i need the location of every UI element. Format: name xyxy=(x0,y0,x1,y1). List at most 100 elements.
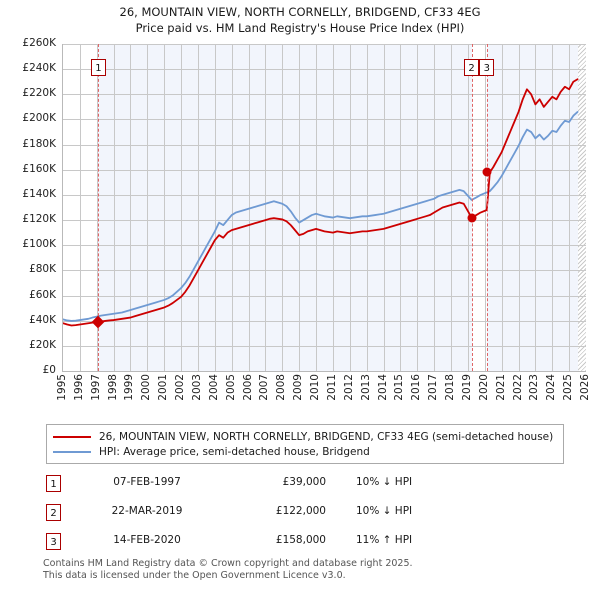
legend-label: 26, MOUNTAIN VIEW, NORTH CORNELLY, BRIDG… xyxy=(99,430,554,443)
gridline-horizontal xyxy=(63,169,586,171)
gridline-vertical xyxy=(332,44,334,371)
x-axis-tick-label: 2018 xyxy=(444,374,457,401)
x-axis-tick-label: 2011 xyxy=(325,374,338,401)
event-vertical-line xyxy=(486,44,488,371)
y-axis-tick-label: £140K xyxy=(22,187,56,200)
x-axis-tick-label: 2001 xyxy=(157,374,170,401)
x-axis-tick-label: 2026 xyxy=(579,374,591,401)
sale-hpi-delta: 10% ↓ HPI xyxy=(356,505,413,517)
gridline-vertical xyxy=(467,44,469,371)
x-axis-tick-label: 2009 xyxy=(292,374,305,401)
gridline-vertical xyxy=(181,44,183,371)
y-axis-tick-label: £20K xyxy=(29,338,56,351)
gridline-vertical xyxy=(569,44,571,371)
y-axis-tick-label: £100K xyxy=(22,238,56,251)
event-marker-badge[interactable]: 2 xyxy=(464,59,480,76)
sale-hpi-delta: 11% ↑ HPI xyxy=(356,534,413,546)
gridline-horizontal xyxy=(63,245,586,247)
sale-index-badge[interactable]: 2 xyxy=(46,504,61,521)
sale-data-point[interactable] xyxy=(482,167,492,177)
x-axis-tick-label: 2005 xyxy=(224,374,237,401)
y-axis-tick-label: £40K xyxy=(29,313,56,326)
gridline-vertical xyxy=(316,44,318,371)
y-axis-tick-label: £260K xyxy=(22,37,56,49)
sales-history-table: 1 07-FEB-1997 £39,000 10% ↓ HPI 2 22-MAR-2019… xyxy=(46,472,466,559)
gridline-horizontal xyxy=(63,144,586,146)
x-axis-tick-label: 2022 xyxy=(511,374,524,401)
attribution-footer: Contains HM Land Registry data © Crown c… xyxy=(43,558,583,581)
x-axis-tick-label: 2017 xyxy=(427,374,440,401)
gridline-horizontal xyxy=(63,44,586,45)
gridline-vertical xyxy=(349,44,351,371)
x-axis-tick-label: 2015 xyxy=(393,374,406,401)
x-axis-tick-label: 2012 xyxy=(342,374,355,401)
y-axis-tick-label: £120K xyxy=(22,213,56,226)
x-axis-tick-label: 2021 xyxy=(494,374,507,401)
sale-date: 14-FEB-2020 xyxy=(113,534,181,546)
gridline-horizontal xyxy=(63,194,586,196)
table-row[interactable]: 1 07-FEB-1997 £39,000 10% ↓ HPI xyxy=(46,472,466,501)
gridline-horizontal xyxy=(63,295,586,297)
gridline-horizontal xyxy=(63,94,586,96)
sale-date: 22-MAR-2019 xyxy=(111,505,183,517)
legend-color-swatch xyxy=(53,435,91,438)
gridline-vertical xyxy=(434,44,436,371)
event-vertical-line xyxy=(98,44,100,371)
plot-tint-gap xyxy=(471,44,487,371)
sale-price: £39,000 xyxy=(282,476,326,488)
x-axis-tick-label: 2007 xyxy=(258,374,271,401)
gridline-vertical xyxy=(366,44,368,371)
x-axis-tick-label: 2008 xyxy=(275,374,288,401)
legend-item: HPI: Average price, semi-detached house,… xyxy=(53,444,557,459)
y-axis-tick-label: £0 xyxy=(42,364,56,376)
table-row[interactable]: 3 14-FEB-2020 £158,000 11% ↑ HPI xyxy=(46,530,466,559)
title-line-1: 26, MOUNTAIN VIEW, NORTH CORNELLY, BRIDG… xyxy=(119,5,481,19)
sale-data-point[interactable] xyxy=(467,213,477,223)
x-axis-tick-label: 2023 xyxy=(528,374,541,401)
sale-index-badge[interactable]: 1 xyxy=(46,475,61,492)
sale-price: £122,000 xyxy=(275,505,326,517)
gridline-vertical xyxy=(231,44,233,371)
gridline-horizontal xyxy=(63,220,586,222)
gridline-vertical xyxy=(113,44,115,371)
plot-tint-region xyxy=(98,44,578,371)
forecast-hatch-region xyxy=(577,44,586,371)
gridline-horizontal xyxy=(63,345,586,347)
gridline-vertical xyxy=(552,44,554,371)
legend-color-swatch xyxy=(53,450,91,453)
event-marker-badge[interactable]: 1 xyxy=(90,59,106,76)
y-axis-tick-label: £240K xyxy=(22,62,56,75)
x-axis-tick-label: 2010 xyxy=(309,374,322,401)
gridline-vertical xyxy=(501,44,503,371)
gridline-vertical xyxy=(96,44,98,371)
title-line-2: Price paid vs. HM Land Registry's House … xyxy=(135,21,465,35)
gridline-vertical xyxy=(299,44,301,371)
x-axis-tick-label: 1999 xyxy=(123,374,136,401)
gridline-vertical xyxy=(451,44,453,371)
gridline-horizontal xyxy=(63,119,586,121)
gridline-horizontal xyxy=(63,69,586,71)
x-axis-tick-label: 2013 xyxy=(359,374,372,401)
sale-hpi-delta: 10% ↓ HPI xyxy=(356,476,413,488)
gridline-horizontal xyxy=(63,320,586,322)
footer-line-1: Contains HM Land Registry data © Crown c… xyxy=(43,558,413,569)
gridline-vertical xyxy=(164,44,166,371)
table-row[interactable]: 2 22-MAR-2019 £122,000 10% ↓ HPI xyxy=(46,501,466,530)
gridline-vertical xyxy=(130,44,132,371)
x-axis-tick-label: 2016 xyxy=(410,374,423,401)
legend-item: 26, MOUNTAIN VIEW, NORTH CORNELLY, BRIDG… xyxy=(53,429,557,444)
x-axis-tick-label: 2002 xyxy=(174,374,187,401)
y-axis-tick-label: £160K xyxy=(22,162,56,175)
y-axis-tick-label: £80K xyxy=(29,263,56,276)
x-axis-tick-label: 2006 xyxy=(241,374,254,401)
series-lines xyxy=(63,78,579,327)
gridline-vertical xyxy=(79,44,81,371)
sale-index-badge[interactable]: 3 xyxy=(46,533,61,550)
event-marker-badge[interactable]: 3 xyxy=(479,59,495,76)
series-line xyxy=(63,111,579,322)
gridline-vertical xyxy=(518,44,520,371)
gridline-vertical xyxy=(535,44,537,371)
x-axis-tick-label: 2019 xyxy=(460,374,473,401)
